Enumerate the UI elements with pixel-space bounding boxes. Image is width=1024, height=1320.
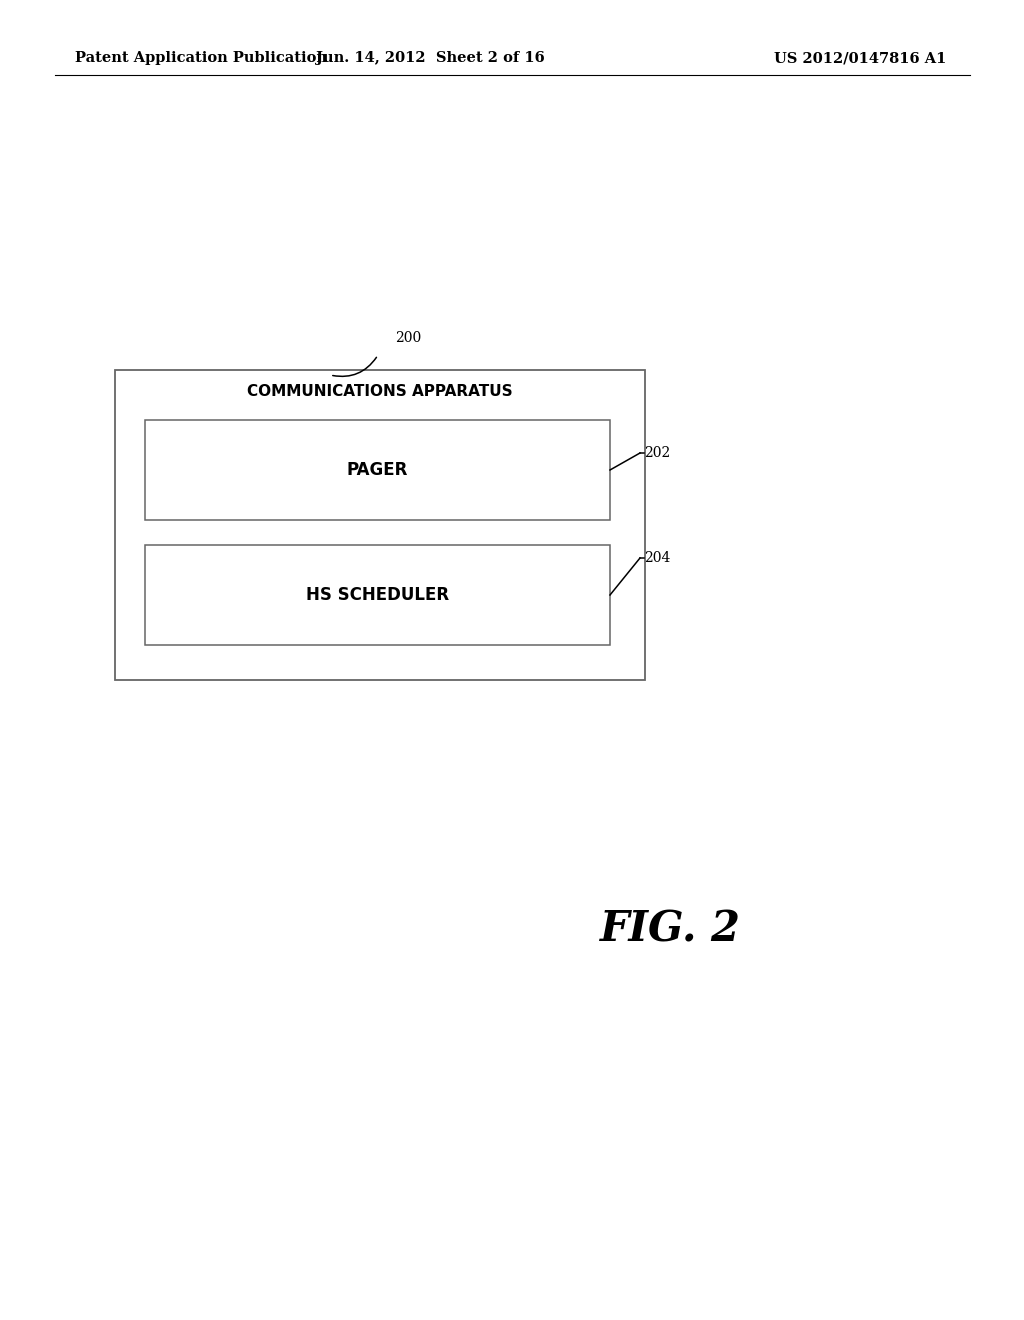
Text: HS SCHEDULER: HS SCHEDULER [306,586,450,605]
Text: US 2012/0147816 A1: US 2012/0147816 A1 [774,51,946,65]
Text: 204: 204 [644,550,671,565]
Bar [115,370,645,680]
Bar [145,420,610,520]
Text: 200: 200 [395,331,421,345]
Text: 202: 202 [644,446,671,459]
Bar [145,545,610,645]
Text: PAGER: PAGER [347,461,409,479]
Text: Patent Application Publication: Patent Application Publication [75,51,327,65]
Text: COMMUNICATIONS APPARATUS: COMMUNICATIONS APPARATUS [247,384,513,400]
Text: Jun. 14, 2012  Sheet 2 of 16: Jun. 14, 2012 Sheet 2 of 16 [315,51,545,65]
Text: FIG. 2: FIG. 2 [599,909,740,950]
